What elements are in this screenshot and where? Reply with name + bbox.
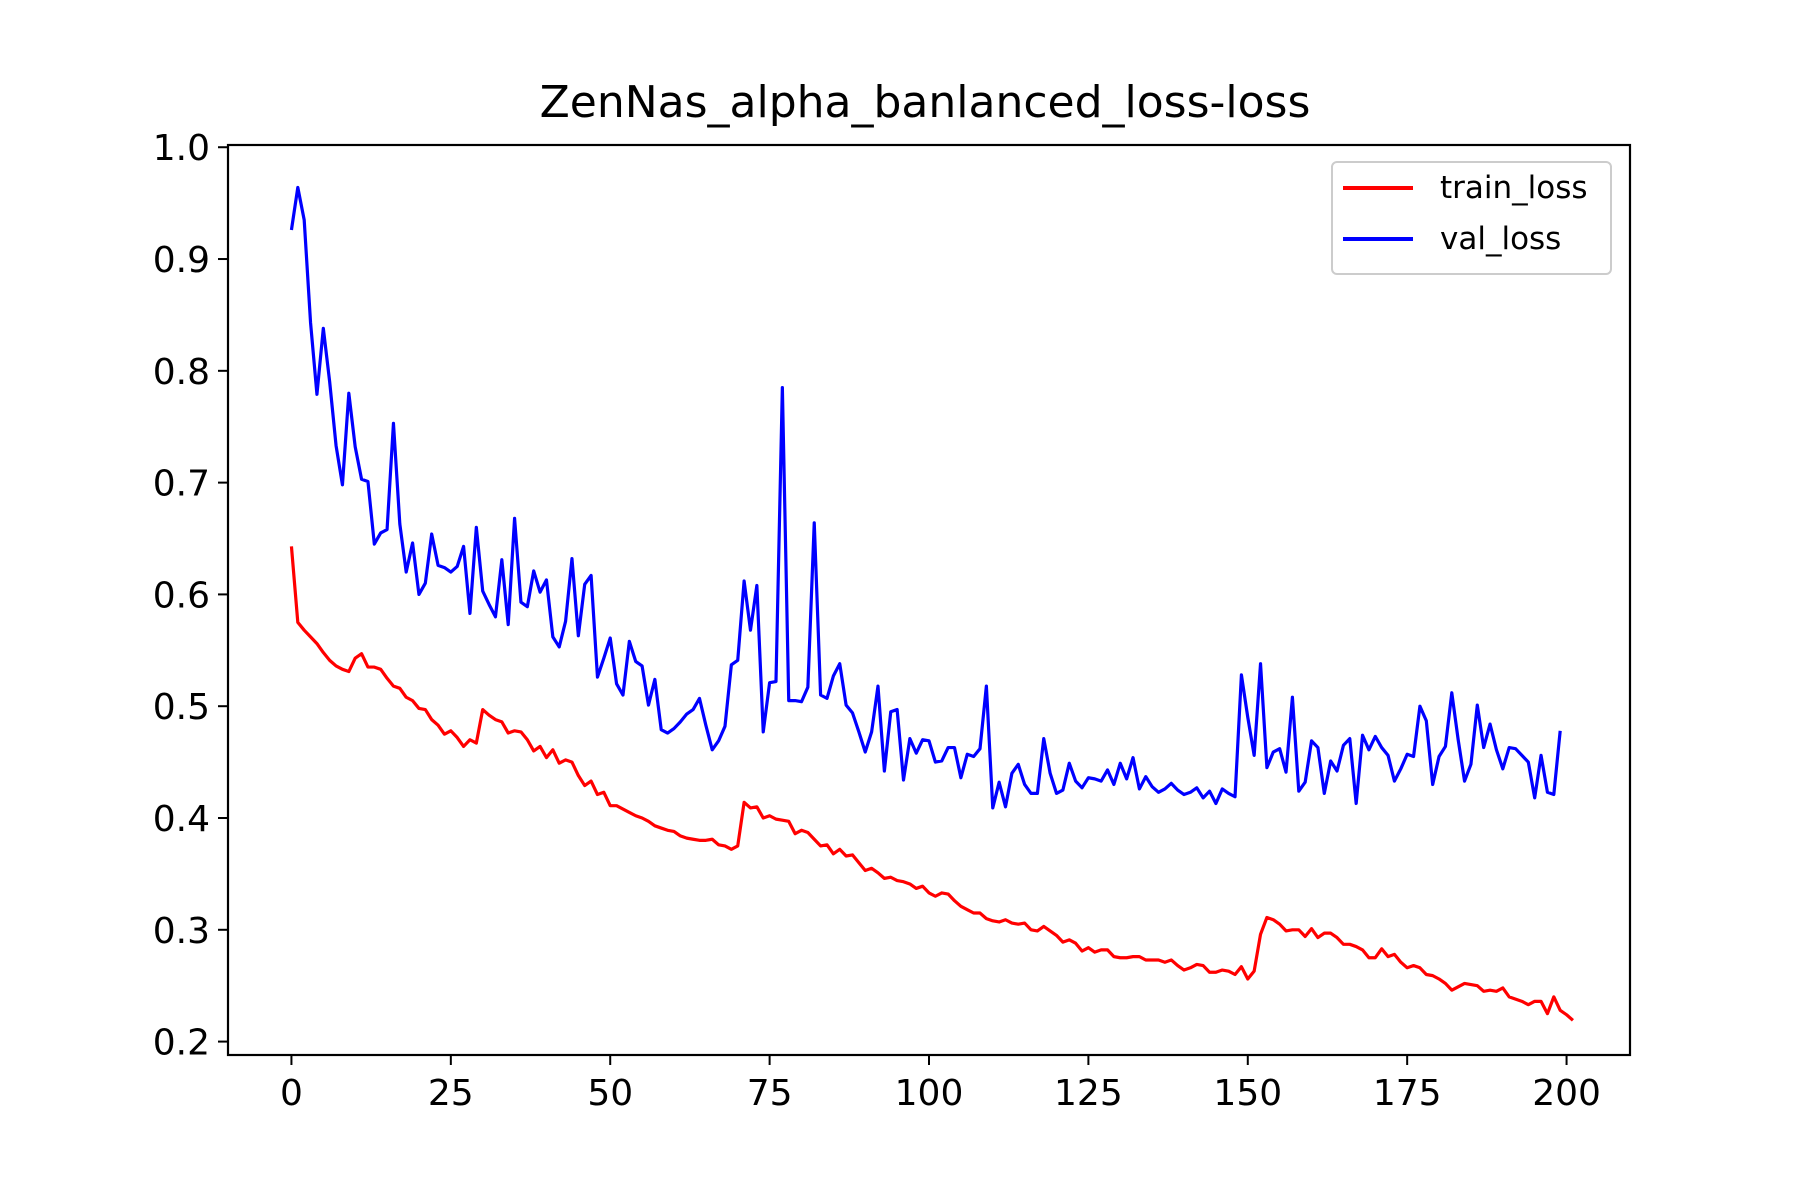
y-axis: 0.2 0.3 0.4 0.5 0.6 0.7 0.8 0.9 1.0 xyxy=(153,128,228,1064)
x-tick-label: 75 xyxy=(747,1073,793,1114)
x-tick-label: 150 xyxy=(1213,1073,1282,1114)
legend-label-train-loss: train_loss xyxy=(1440,170,1588,206)
x-axis: 0 25 50 75 100 125 150 175 200 xyxy=(280,1055,1601,1114)
x-tick-label: 50 xyxy=(587,1073,633,1114)
y-tick-label: 0.8 xyxy=(153,352,210,393)
y-tick-label: 0.4 xyxy=(153,799,210,840)
x-tick-label: 125 xyxy=(1054,1073,1123,1114)
y-tick-label: 0.7 xyxy=(153,464,210,505)
x-tick-label: 200 xyxy=(1532,1073,1601,1114)
series-line-val-loss xyxy=(289,185,1562,810)
chart-title: ZenNas_alpha_banlanced_loss-loss xyxy=(540,77,1311,128)
legend-label-val-loss: val_loss xyxy=(1440,221,1561,257)
plot-area xyxy=(289,185,1574,1022)
x-tick-label: 175 xyxy=(1373,1073,1442,1114)
series-line-train-loss xyxy=(289,546,1574,1022)
x-tick-label: 0 xyxy=(280,1073,303,1114)
x-tick-label: 25 xyxy=(428,1073,474,1114)
y-tick-label: 1.0 xyxy=(153,128,210,169)
x-tick-label: 100 xyxy=(895,1073,964,1114)
y-tick-label: 0.5 xyxy=(153,687,210,728)
y-tick-label: 0.9 xyxy=(153,240,210,281)
y-tick-label: 0.3 xyxy=(153,911,210,952)
y-tick-label: 0.2 xyxy=(153,1023,210,1064)
y-tick-label: 0.6 xyxy=(153,575,210,616)
legend: train_loss val_loss xyxy=(1331,161,1612,275)
